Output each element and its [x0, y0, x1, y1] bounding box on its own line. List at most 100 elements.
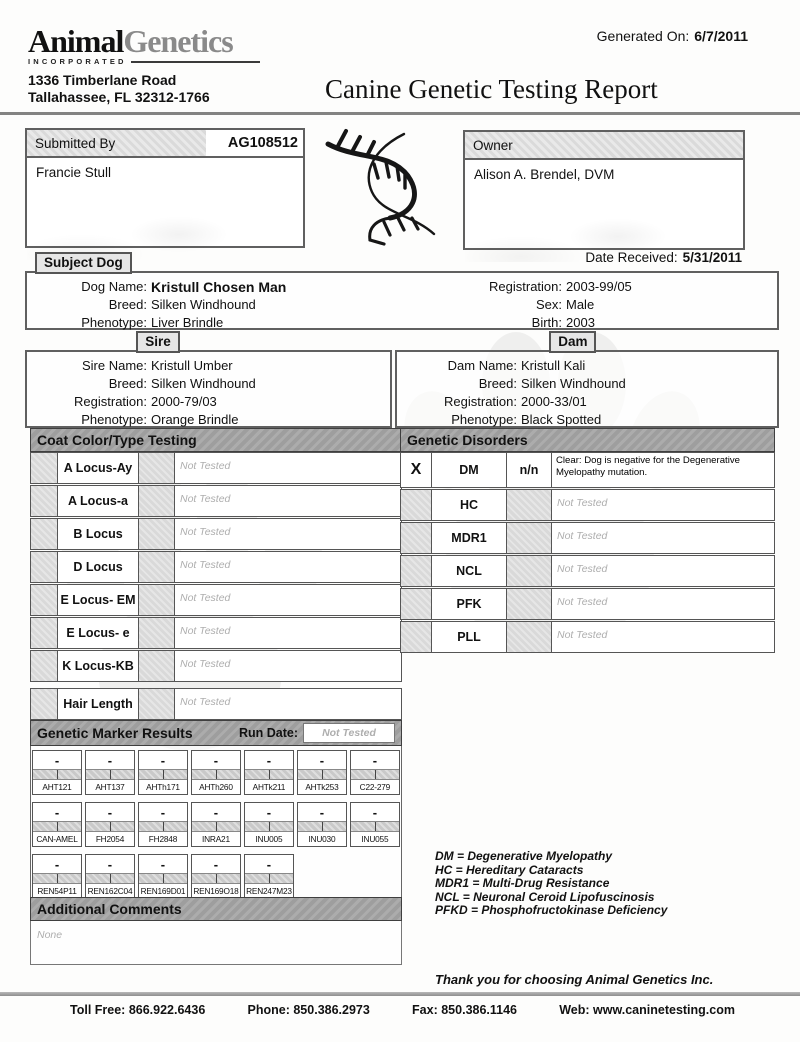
marker-label: INU055	[361, 834, 389, 844]
coat-row: E Locus- e Not Tested	[30, 617, 402, 649]
marker-label: FH2848	[148, 834, 178, 844]
coat-locus: A Locus-a	[58, 486, 139, 516]
fax-label: Fax:	[412, 1003, 438, 1017]
marker-label: REN54P11	[37, 886, 77, 896]
toll-free-label: Toll Free:	[70, 1003, 126, 1017]
coat-result: Not Tested	[175, 453, 401, 483]
company-address: 1336 Timberlane Road Tallahassee, FL 323…	[28, 72, 260, 106]
legend-line: DM = Degenerative Myelopathy	[435, 849, 613, 863]
dam-fields: Dam Name: Kristull Kali Breed: Silken Wind…	[397, 352, 777, 429]
marker-cell: - FH2054	[84, 802, 135, 847]
coat-result: Not Tested	[175, 689, 401, 719]
header-divider	[0, 112, 800, 115]
marker-label: REN247M23	[246, 886, 292, 896]
disorder-result: Not Tested	[552, 490, 774, 520]
marker-grid: - AHT121 - AHT137 - AHTh171 - AHTh260 - AHTk2…	[30, 746, 402, 905]
marker-label: AHTh171	[146, 782, 180, 792]
marker-value: -	[107, 856, 113, 872]
footer-divider	[0, 992, 800, 996]
disorder-mark	[401, 523, 432, 553]
marker-results-header: Genetic Marker Results Run Date: Not Tes…	[30, 720, 402, 746]
sire-name-label: Sire Name:	[81, 358, 147, 373]
marker-value: -	[372, 804, 378, 820]
generated-on-label: Generated On:	[596, 28, 690, 44]
subject-dog-right: Registration: 2003-99/05 Sex: Male Birth: 2…	[447, 278, 632, 332]
marker-cell: - REN169O18	[190, 854, 241, 899]
coat-result-text: Not Tested	[180, 625, 231, 637]
coat-result-text: Not Tested	[180, 696, 231, 708]
marker-band	[297, 821, 346, 832]
disorder-result-text: Not Tested	[557, 629, 608, 641]
marker-band	[33, 769, 81, 780]
marker-cell: - REN247M23	[243, 854, 294, 899]
marker-row-3: - REN54P11 - REN162C04 - REN169D01 - REN169O…	[32, 854, 400, 899]
coat-row: E Locus- EM Not Tested	[30, 584, 402, 616]
run-date-label: Run Date:	[238, 726, 298, 740]
legend-line: PFKD = Phosphofructokinase Deficiency	[435, 903, 668, 917]
disorder-row: PLL Not Tested	[400, 621, 775, 653]
coat-result: Not Tested	[175, 519, 401, 549]
date-received-value: 5/31/2011	[682, 250, 742, 265]
coat-genotype-cell	[139, 689, 175, 719]
coat-testing-table: A Locus-Ay Not Tested A Locus-a Not Tested…	[30, 452, 402, 720]
dog-birth-label: Birth:	[531, 315, 562, 330]
logo-animal: Animal	[28, 23, 124, 59]
web: Web: www.caninetesting.com	[559, 1003, 735, 1017]
toll-free-value: 866.922.6436	[128, 1003, 206, 1017]
marker-band	[138, 821, 187, 832]
coat-row: K Locus-KB Not Tested	[30, 650, 402, 682]
coat-genotype-cell	[139, 552, 175, 582]
marker-value: -	[107, 804, 113, 820]
coat-locus: E Locus- e	[58, 618, 139, 648]
dog-sex-label: Sex:	[535, 297, 562, 312]
coat-result-text: Not Tested	[180, 658, 231, 670]
disorder-genotype	[507, 490, 552, 520]
marker-band	[244, 873, 293, 884]
coat-mark-cell	[31, 618, 58, 648]
marker-value: -	[266, 804, 272, 820]
company-logo: AnimalGenetics INCORPORATED 1336 Timberl…	[28, 23, 260, 106]
disorder-genotype: n/n	[507, 453, 552, 487]
disorder-name: NCL	[432, 556, 507, 586]
dam-phenotype-label: Phenotype:	[451, 412, 517, 427]
marker-value: -	[54, 856, 60, 872]
coat-genotype-cell	[139, 486, 175, 516]
coat-row: A Locus-Ay Not Tested	[30, 452, 402, 484]
hair-length-row: Hair Length Not Tested	[30, 688, 402, 720]
disorder-result-text: Not Tested	[557, 563, 608, 575]
coat-result: Not Tested	[175, 486, 401, 516]
fax-value: 850.386.1146	[441, 1003, 518, 1017]
coat-mark-cell	[31, 552, 58, 582]
dam-registration-label: Registration:	[444, 394, 517, 409]
marker-label: AHTh260	[199, 782, 233, 792]
marker-band	[191, 769, 240, 780]
coat-mark-cell	[31, 689, 58, 719]
coat-result-text: Not Tested	[180, 460, 231, 472]
coat-row: D Locus Not Tested	[30, 551, 402, 583]
logo-genetics: Genetics	[123, 23, 233, 59]
coat-mark-cell	[31, 519, 58, 549]
run-date-value: Not Tested	[322, 727, 376, 739]
coat-locus: B Locus	[58, 519, 139, 549]
disorder-row: NCL Not Tested	[400, 555, 775, 587]
genetic-disorders-title: Genetic Disorders	[400, 428, 775, 452]
coat-result-text: Not Tested	[180, 526, 231, 538]
marker-row-2: - CAN-AMEL - FH2054 - FH2848 - INRA21 - INU00…	[32, 802, 400, 847]
marker-cell: - INRA21	[190, 802, 241, 847]
marker-band	[297, 769, 346, 780]
coat-result: Not Tested	[175, 552, 401, 582]
dog-birth-value: 2003	[566, 315, 595, 330]
disorder-mark: X	[401, 453, 432, 487]
submission-id: AG108512	[206, 130, 303, 156]
sire-tab: Sire	[136, 331, 180, 353]
address-line1: 1336 Timberlane Road	[28, 72, 177, 88]
marker-value: -	[54, 804, 60, 820]
subject-dog-left: Dog Name: Kristull Chosen Man Breed: Silke…	[37, 278, 286, 332]
submitted-by-header: Submitted By AG108512	[27, 130, 303, 158]
disorder-result: Not Tested	[552, 589, 774, 619]
marker-value: -	[266, 752, 272, 768]
coat-row: A Locus-a Not Tested	[30, 485, 402, 517]
coat-mark-cell	[31, 585, 58, 615]
marker-label: INU030	[308, 834, 336, 844]
